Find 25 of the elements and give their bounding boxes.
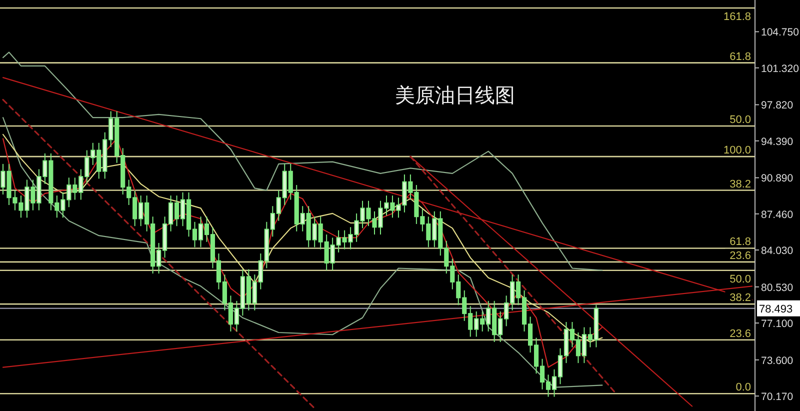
y-tick-label: 104.750 [761,26,800,39]
annotation: 161.8 [723,11,751,24]
text: 美原油日线图 [395,84,515,107]
y-tick-label: 84.030 [761,245,794,258]
annotation: 23.6 [730,250,751,262]
y-tick-label: 94.390 [761,136,794,148]
y-tick-label: 97.820 [761,100,794,112]
annotation: 61.8 [730,236,751,248]
annotation: 50.0 [730,273,751,286]
ref-line-label: 78.493 [759,303,793,316]
y-tick-label: 73.600 [761,354,794,367]
y-tick-label: 87.460 [761,208,794,221]
annotation: 100.0 [723,144,751,157]
y-tick-label: 77.100 [761,318,794,330]
annotation: 0.0 [736,382,751,394]
line-series [2,52,603,271]
y-tick-label: 101.320 [761,62,800,75]
y-tick-label: 70.170 [761,391,794,404]
y-tick-label: 80.530 [761,282,794,294]
annotation: 38.2 [730,292,751,304]
y-tick-label: 90.890 [761,172,794,185]
annotation: 50.0 [730,114,751,126]
annotation: 23.6 [730,328,751,340]
annotation: 61.8 [730,50,751,63]
annotation: 38.2 [730,178,751,190]
